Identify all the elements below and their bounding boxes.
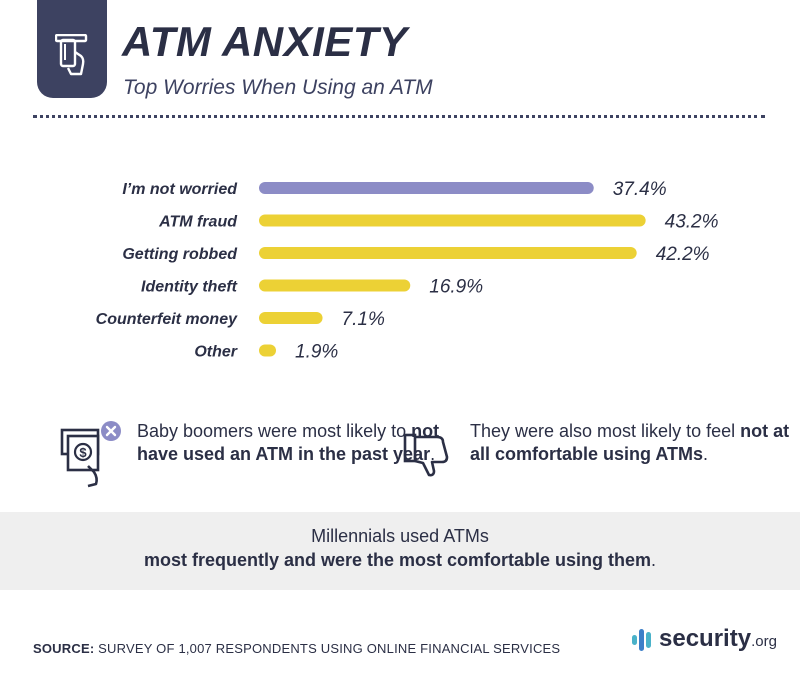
value-label: 7.1% xyxy=(342,309,385,330)
banner-line-1: Millennials used ATMs xyxy=(311,526,489,546)
value-label: 43.2% xyxy=(665,212,719,233)
boomer-fact-end: . xyxy=(430,444,436,464)
value-label: 42.2% xyxy=(656,244,710,265)
category-label: I’m not worried xyxy=(122,181,238,198)
bar xyxy=(259,182,594,194)
source-text: SURVEY OF 1,007 RESPONDENTS USING ONLINE… xyxy=(94,641,561,656)
chart-subtitle: Top Worries When Using an ATM xyxy=(123,76,433,99)
source-label: SOURCE: xyxy=(33,641,95,656)
category-label: Getting robbed xyxy=(122,246,238,263)
bar xyxy=(259,279,411,292)
category-label: Other xyxy=(194,344,237,361)
logo-wordmark: security xyxy=(659,625,752,652)
value-label: 16.9% xyxy=(429,277,483,298)
comfort-fact-text: They were also most likely to feel xyxy=(470,421,741,441)
bar-chart: I’m not worried 37.4% ATM fraud 43.2% Gettin… xyxy=(96,179,719,363)
comfort-fact-emphasis: not at all comfortable using ATMs xyxy=(470,421,790,464)
logo-bars-icon xyxy=(632,629,651,651)
source-note: SOURCE: SURVEY OF 1,007 RESPONDENTS USIN… xyxy=(33,641,560,656)
bar xyxy=(259,247,637,259)
logo-tld: .org xyxy=(751,633,777,650)
millennials-banner: Millennials used ATMs most frequently an… xyxy=(0,512,800,590)
banner-line-2: most frequently and were the most comfor… xyxy=(0,550,800,571)
dotted-divider xyxy=(33,115,765,118)
value-label: 1.9% xyxy=(295,342,338,363)
thumbs-down-icon xyxy=(403,433,449,482)
chart-title: ATM ANXIETY xyxy=(122,18,408,65)
banner-emphasis: most frequently and were the most comfor… xyxy=(143,550,652,570)
bar xyxy=(259,312,323,324)
category-label: Counterfeit money xyxy=(96,311,238,328)
boomer-fact-text: Baby boomers were most likely to xyxy=(137,421,412,441)
logo-text: security.org xyxy=(659,625,777,653)
bar xyxy=(259,214,646,227)
bar xyxy=(259,344,277,357)
comfort-fact-end: . xyxy=(703,444,709,464)
category-label: ATM fraud xyxy=(158,214,238,231)
category-label: Identity theft xyxy=(141,279,238,296)
banner-end: . xyxy=(651,550,657,570)
comfort-fact: They were also most likely to feel not a… xyxy=(470,420,790,466)
header-icon-tab xyxy=(37,0,107,98)
value-label: 37.4% xyxy=(613,179,667,200)
svg-text:$: $ xyxy=(79,445,87,460)
atm-card-hand-icon xyxy=(55,34,88,76)
cash-x-icon: $ xyxy=(60,420,126,495)
